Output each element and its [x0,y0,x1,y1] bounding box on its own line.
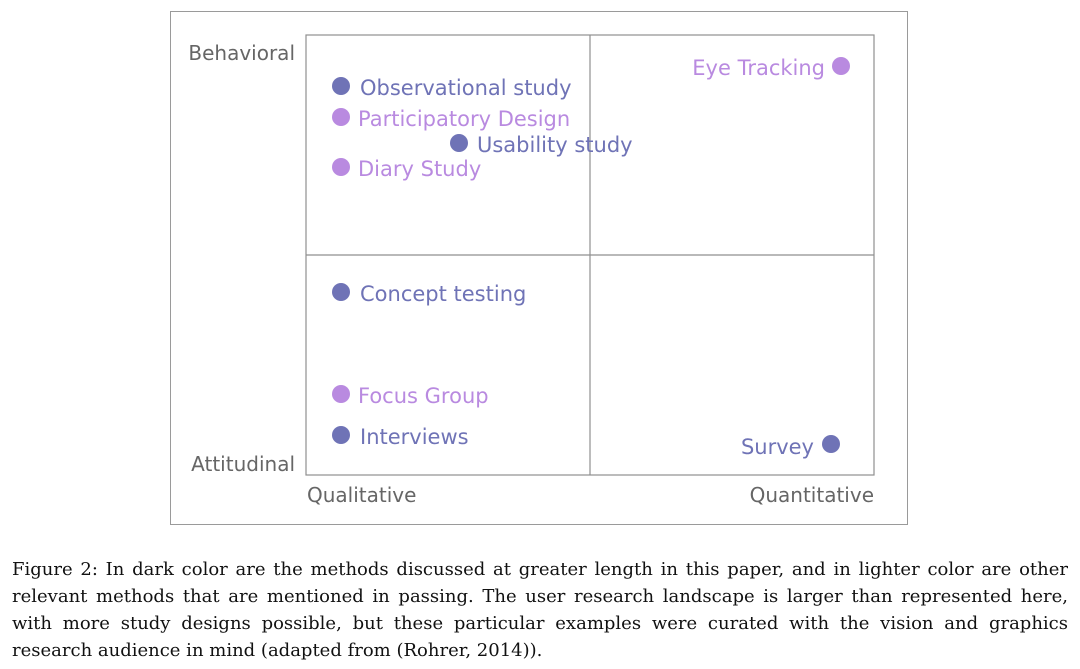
method-concept-testing: Concept testing [332,282,526,306]
y-axis-bottom-label: Attitudinal [191,452,295,476]
method-label: Eye Tracking [692,56,825,80]
method-observational-study: Observational study [332,76,572,100]
method-label: Diary Study [358,157,481,181]
x-axis-left-label: Qualitative [307,483,416,507]
method-marker [332,283,350,301]
method-marker [450,134,468,152]
method-label: Participatory Design [358,107,570,131]
method-label: Focus Group [358,384,489,408]
method-eye-tracking: Eye Tracking [692,56,850,80]
methods-landscape-diagram: Behavioral Attitudinal Qualitative Quant… [188,34,875,507]
method-marker [332,426,350,444]
method-label: Observational study [360,76,572,100]
method-marker [332,158,350,176]
method-survey: Survey [741,435,840,459]
method-label: Survey [741,435,814,459]
method-marker [332,77,350,95]
method-label: Interviews [360,425,469,449]
method-marker [832,57,850,75]
method-marker [332,385,350,403]
x-axis-right-label: Quantitative [750,483,874,507]
method-marker [332,108,350,126]
method-interviews: Interviews [332,425,469,449]
method-usability-study: Usability study [450,133,633,157]
method-marker [822,435,840,453]
figure-2: Behavioral Attitudinal Qualitative Quant… [170,11,908,525]
method-label: Concept testing [360,282,526,306]
y-axis-top-label: Behavioral [188,41,295,65]
figure-caption: Figure 2: In dark color are the methods … [12,559,1068,661]
method-diary-study: Diary Study [332,157,481,181]
method-participatory-design: Participatory Design [332,107,570,131]
method-focus-group: Focus Group [332,384,489,408]
method-label: Usability study [477,133,633,157]
